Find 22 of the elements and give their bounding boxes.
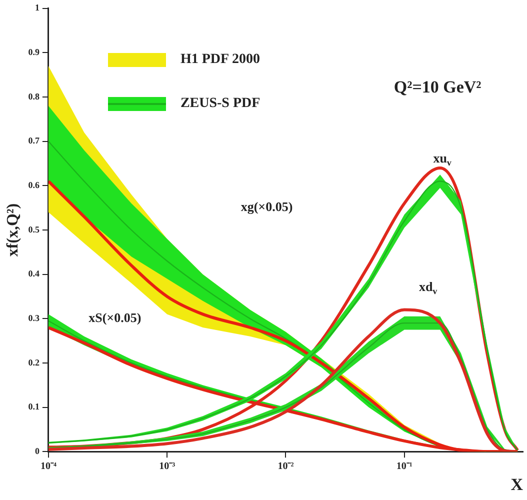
annotation: xS(×0.05) bbox=[88, 310, 142, 325]
y-tick-label: 0.9 bbox=[28, 47, 40, 58]
y-tick-label: 0.2 bbox=[28, 357, 40, 368]
y-axis-title: xf(x,Q²) bbox=[4, 203, 22, 257]
annotation: xg(×0.05) bbox=[240, 199, 293, 214]
x-tick-label: 10⁻¹ bbox=[396, 461, 412, 472]
x-tick-label: 10⁻³ bbox=[159, 461, 176, 472]
y-tick-label: 0.8 bbox=[28, 91, 40, 102]
y-tick-label: 0.3 bbox=[28, 312, 40, 323]
x-axis-title: X bbox=[510, 475, 524, 494]
legend-label: H1 PDF 2000 bbox=[180, 52, 260, 68]
y-tick-label: 0.7 bbox=[28, 136, 40, 146]
legend-label: ZEUS-S PDF bbox=[180, 96, 260, 112]
y-tick-label: 0.5 bbox=[28, 224, 40, 234]
annotation: Q²=10 GeV² bbox=[394, 78, 482, 97]
y-tick-label: 0 bbox=[34, 446, 40, 456]
y-tick-label: 0.1 bbox=[28, 402, 40, 412]
y-tick-label: 0.6 bbox=[28, 180, 40, 190]
y-tick-label: 0.4 bbox=[28, 268, 40, 279]
y-tick-label: 1 bbox=[34, 2, 40, 13]
x-tick-label: 10⁻⁴ bbox=[40, 461, 56, 472]
x-tick-label: 10⁻² bbox=[278, 461, 294, 472]
